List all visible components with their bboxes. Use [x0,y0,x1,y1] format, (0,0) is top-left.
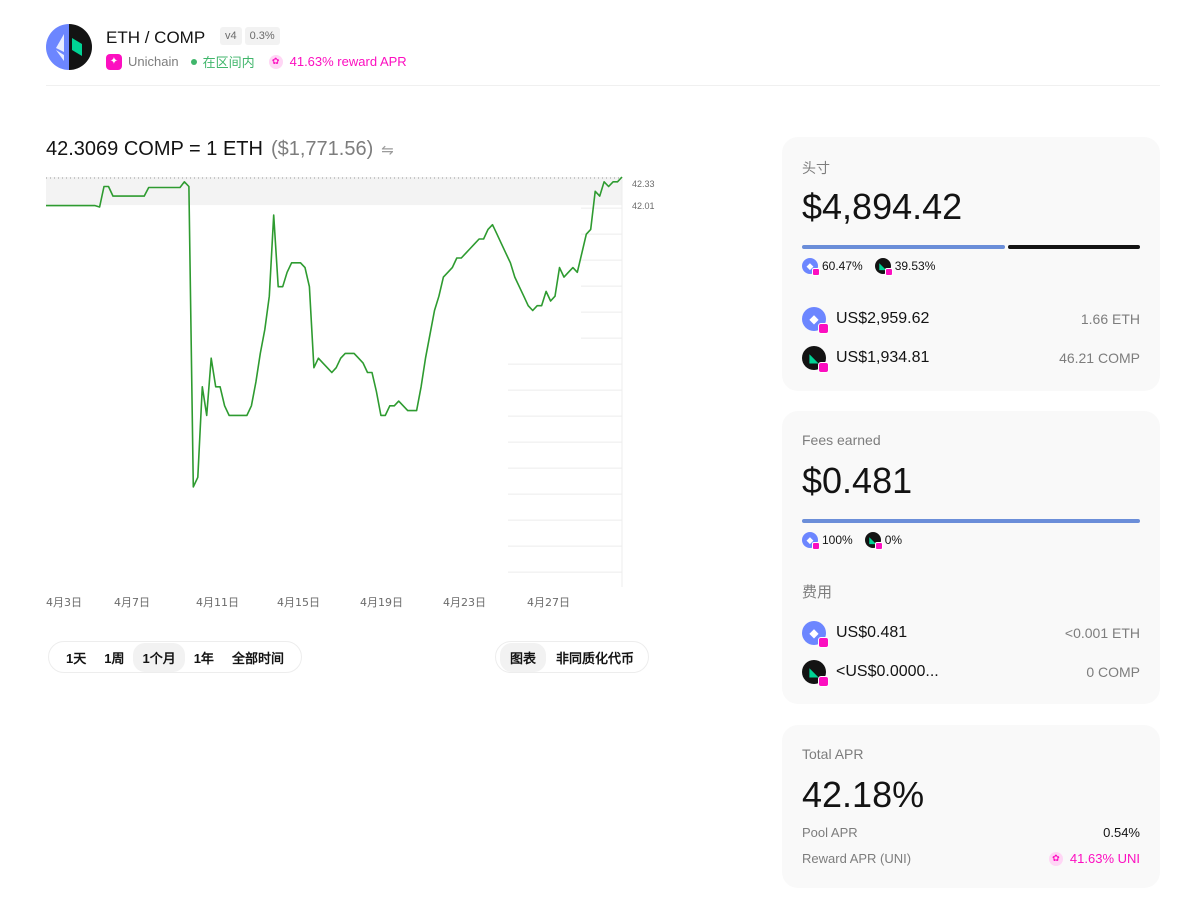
price-line-series [46,176,623,488]
eth-share-pct: 60.47% [822,259,863,273]
fees-value: $0.481 [802,460,913,501]
fees-split: ◆ 100% ◣ 0% [802,532,903,550]
eth-amount: 1.66 ETH [1080,311,1140,327]
total-apr-value: 42.18% [802,774,925,815]
range-1y-button[interactable]: 1年 [193,650,214,666]
price-chart[interactable]: 42.33 42.01 4月3日 4月7日 4月11日 4月15日 4月19日 4月23日 4月… [46,172,666,612]
unichain-icon: ✦ [106,53,122,70]
comp-token-icon: ◣ [802,346,829,373]
price-band [46,177,622,206]
total-apr-label: Total APR [802,746,864,762]
y-tick-label: 42.01 [632,201,655,211]
pair-title: ETH / COMP [106,28,206,47]
comp-position-row: ◣ US$1,934.81 46.21 COMP [802,345,1140,373]
price-readout: 42.3069 COMP = 1 ETH ($1,771.56) ⇋ [46,138,394,161]
eth-fee-usd: US$0.481 [836,624,908,641]
comp-token-icon: ◣ [802,660,829,687]
version-badge: v4 [220,27,242,45]
eth-token-icon: ◆ [802,258,820,276]
x-tick-label: 4月15日 [277,596,320,609]
y-tick-label: 42.33 [632,179,655,189]
pair-logo [46,24,92,70]
position-card: 头寸 $4,894.42 ◆ 60.47% ◣ 39.53% ◆ US$2,95… [782,137,1160,391]
eth-fee-row: ◆ US$0.481 <0.001 ETH [802,620,1140,648]
fee-tier-badge: 0.3% [244,27,280,45]
apr-card: Total APR 42.18% Pool APR 0.54% Reward A… [782,725,1160,888]
eth-fee-pct: 100% [822,533,853,547]
x-tick-label: 4月3日 [46,596,82,609]
eth-fee-share-bar [802,519,1140,523]
comp-share-bar [1008,245,1140,249]
range-1d-button[interactable]: 1天 [66,650,87,666]
pool-meta: ✦ Unichain 在区间内 ✿ 41.63% reward APR [106,52,407,71]
x-tick-label: 4月19日 [360,596,403,609]
eth-token-icon: ◆ [802,621,829,648]
reward-apr-row: Reward APR (UNI) ✿ 41.63% UNI [802,851,1140,866]
view-selector: 图表 非同质化代币 [495,641,650,673]
price-ratio: 42.3069 COMP = 1 ETH [46,138,263,160]
position-value: $4,894.42 [802,186,963,227]
range-all-button[interactable]: 全部时间 [231,650,284,666]
reward-apr-label: Reward APR (UNI) [802,851,912,866]
nft-view-button[interactable]: 非同质化代币 [556,650,635,666]
comp-token-icon: ◣ [874,258,893,276]
comp-amount: 46.21 COMP [1059,350,1140,366]
pool-header: ETH / COMP v4 0.3% ✦ Unichain 在区间内 ✿ 41.… [46,22,1160,86]
price-usd: ($1,771.56) [270,138,374,160]
pool-apr-label: Pool APR [802,825,858,840]
comp-fee-usd: <US$0.0000... [836,663,939,680]
chain-name: Unichain [128,54,179,69]
eth-token-icon: ◆ [802,307,829,334]
in-range-dot-icon [190,58,197,65]
fees-label: Fees earned [802,432,881,448]
fees-sub-label: 费用 [802,584,833,601]
eth-fee-amount: <0.001 ETH [1064,625,1140,641]
position-split: ◆ 60.47% ◣ 39.53% [802,258,936,276]
comp-token-icon: ◣ [864,532,883,550]
range-1m-button[interactable]: 1个月 [133,642,185,672]
x-tick-label: 4月7日 [114,596,150,609]
reward-apr-value: 41.63% UNI [1069,851,1140,866]
eth-token-icon: ◆ [802,532,820,550]
comp-fee-row: ◣ <US$0.0000... 0 COMP [802,659,1140,687]
time-range-selector: 1天 1周 1个月 1年 全部时间 [48,641,302,673]
range-1w-button[interactable]: 1周 [104,650,125,666]
eth-share-bar [802,245,1005,249]
x-tick-label: 4月23日 [443,596,486,609]
pool-badges: v4 0.3% [220,27,280,45]
eth-position-row: ◆ US$2,959.62 1.66 ETH [802,306,1140,334]
reward-apr: 41.63% reward APR [289,54,407,69]
x-tick-label: 4月27日 [527,596,570,609]
range-status: 在区间内 [202,55,255,70]
reward-apr-value-wrap: ✿ 41.63% UNI [1048,851,1140,866]
comp-usd-value: US$1,934.81 [836,349,930,366]
pool-apr-value: 0.54% [1103,825,1140,840]
reward-sparkle-icon: ✿ [268,54,283,69]
comp-fee-amount: 0 COMP [1086,664,1140,680]
chart-view-button[interactable]: 图表 [500,642,547,672]
comp-share-pct: 39.53% [894,259,936,273]
fees-card: Fees earned $0.481 ◆ 100% ◣ 0% 费用 ◆ US$0… [782,411,1160,704]
x-tick-label: 4月11日 [196,596,239,609]
pool-apr-row: Pool APR 0.54% [802,825,1140,840]
reward-sparkle-icon: ✿ [1048,851,1063,866]
swap-direction-icon[interactable]: ⇋ [381,142,394,159]
comp-fee-pct: 0% [884,533,903,547]
eth-usd-value: US$2,959.62 [836,310,930,327]
position-label: 头寸 [802,160,830,176]
price-chart-svg: 42.33 42.01 4月3日 4月7日 4月11日 4月15日 4月19日 4月23日 4月… [46,176,655,609]
